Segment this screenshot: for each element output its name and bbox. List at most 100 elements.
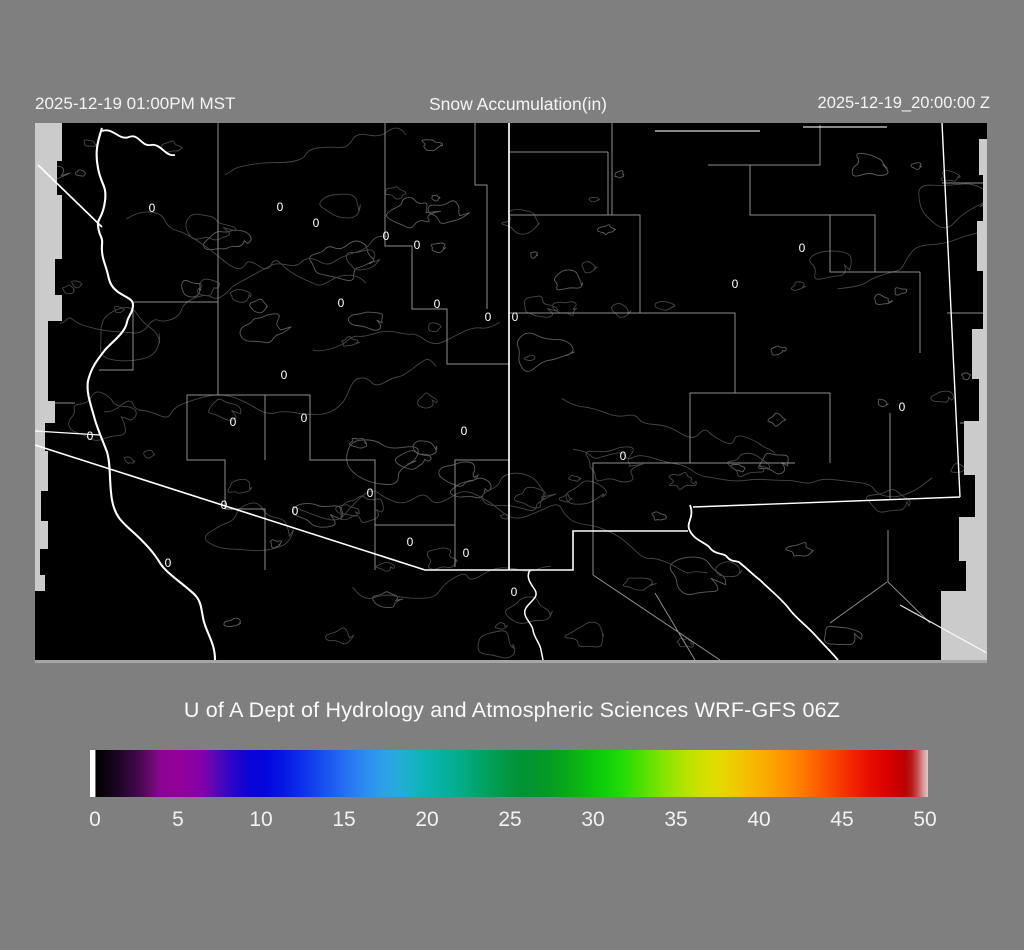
zero-value: 0 (313, 216, 320, 230)
contour-line (348, 437, 368, 449)
contour-line (309, 240, 374, 282)
contour-line (516, 332, 575, 372)
contour-line (866, 489, 911, 513)
contour-line (113, 305, 126, 314)
contour-line (100, 307, 161, 362)
valid-time-local: 2025-12-19 01:00PM MST (35, 94, 236, 113)
contour-line (417, 392, 438, 409)
zero-value: 0 (301, 411, 308, 425)
zero-value: 0 (165, 556, 172, 570)
contour-line (312, 321, 500, 352)
colorbar-tick: 35 (664, 808, 688, 831)
contour-line (292, 503, 343, 528)
contour-line (505, 596, 553, 624)
contour-line (426, 547, 458, 570)
contour-line (319, 193, 361, 219)
contour-line (103, 358, 437, 418)
contour-line (185, 213, 237, 241)
contour-line (770, 345, 787, 356)
contour-line (614, 170, 625, 179)
contour-line (524, 295, 558, 318)
contour-line (809, 250, 852, 280)
contour-line (588, 197, 601, 203)
contour-line (622, 577, 657, 591)
contour-line (341, 336, 361, 347)
contour-line (449, 477, 492, 499)
contour-line (715, 561, 743, 578)
contour-line (727, 452, 770, 478)
contour-line (669, 556, 727, 595)
contour-line (438, 461, 479, 487)
contour-line (654, 301, 676, 311)
colorbar-tick: 40 (747, 808, 771, 831)
contour-line (581, 261, 598, 274)
contour-line (961, 372, 972, 381)
contour-line (597, 224, 617, 236)
zero-value: 0 (292, 504, 299, 518)
contour-line (74, 169, 87, 177)
contour-line (270, 539, 283, 549)
contour-line (430, 242, 447, 254)
contour-line (372, 591, 404, 609)
zero-value: 0 (799, 241, 806, 255)
contour-line (431, 194, 441, 202)
colorbar-tick: 45 (830, 808, 854, 831)
contour-line (71, 280, 83, 289)
snow-accumulation-map: 0 0 0 0 0 0 0 0 0 0 0 0 0 0 0 0 0 0 0 0 0 0 0 0 0 (35, 123, 987, 660)
contour-line (143, 449, 156, 459)
colorbar-tick: 10 (249, 808, 273, 831)
contour-line (851, 152, 889, 177)
contour-line (204, 502, 295, 552)
contour-line (68, 391, 137, 441)
colorbar-tick: 0 (89, 808, 101, 831)
contour-line (123, 456, 136, 464)
contour-line (561, 398, 776, 454)
contour-line (668, 472, 697, 490)
contour-line (208, 398, 242, 421)
contour-line (346, 439, 419, 485)
contour-line (824, 625, 863, 646)
zero-value: 0 (221, 498, 228, 512)
zero-value: 0 (485, 310, 492, 324)
zero-value: 0 (414, 238, 421, 252)
contour-line (325, 627, 355, 645)
bootheel-wiggle (523, 569, 544, 660)
contour-line (494, 621, 509, 630)
contour-line (292, 490, 708, 574)
zero-value: 0 (463, 546, 470, 560)
contour-line (790, 281, 806, 291)
contour-line (572, 448, 933, 498)
contour-line (837, 230, 984, 290)
contour-line (918, 183, 987, 229)
contour-line (386, 196, 441, 229)
zero-value: 0 (461, 424, 468, 438)
zero-value: 0 (434, 297, 441, 311)
contour-line (758, 452, 789, 475)
zero-value: 0 (149, 201, 156, 215)
contour-line (196, 278, 220, 297)
colorbar-tick: 30 (581, 808, 605, 831)
zero-value-labels: 0 0 0 0 0 0 0 0 0 0 0 0 0 0 0 0 0 0 0 0 0 0 0 0 0 (87, 200, 906, 599)
contour-line (585, 446, 644, 483)
tx-nm-border (692, 123, 961, 508)
contour-line (421, 139, 444, 152)
nv-az-diagonal-border (37, 164, 103, 228)
zero-value: 0 (407, 535, 414, 549)
out-of-domain-edges (35, 123, 987, 660)
map-canvas: 0 0 0 0 0 0 0 0 0 0 0 0 0 0 0 0 0 0 0 0 0 0 0 0 0 (35, 123, 987, 660)
colorbar-tick: 20 (415, 808, 439, 831)
credit-line: U of A Dept of Hydrology and Atmospheric… (183, 698, 841, 722)
state-borders (35, 123, 987, 660)
mexico-border (35, 444, 688, 571)
zero-value: 0 (338, 296, 345, 310)
valid-time-utc: 2025-12-19_20:00:00 Z (817, 94, 990, 112)
zero-value: 0 (230, 415, 237, 429)
contour-line (239, 313, 292, 344)
colorbar-tick: 15 (332, 808, 356, 831)
contour-line (229, 289, 252, 303)
zero-value: 0 (899, 400, 906, 414)
contour-line (564, 621, 604, 648)
colorado-river (86, 127, 217, 660)
contour-line (894, 287, 908, 296)
